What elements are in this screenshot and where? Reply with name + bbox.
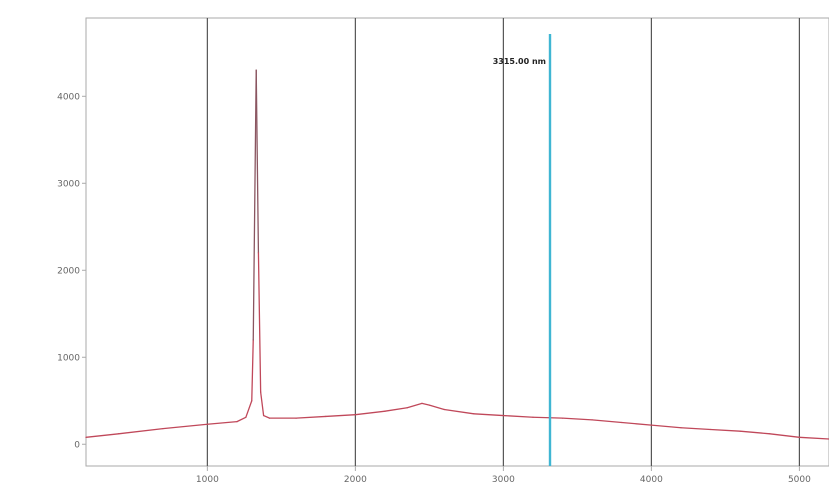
x-tick-label: 3000 — [492, 475, 515, 485]
series-segment — [739, 430, 771, 435]
series-segment — [162, 423, 209, 430]
y-tick-label: 1000 — [57, 353, 80, 363]
series-segment — [85, 433, 120, 438]
x-tick-label: 4000 — [640, 475, 663, 485]
series-segment — [257, 252, 262, 393]
series-segment — [798, 436, 829, 440]
series-segment — [769, 433, 801, 438]
x-tick-label: 2000 — [344, 475, 367, 485]
series-segment — [532, 416, 564, 419]
series-segment — [259, 391, 265, 417]
x-tick-label: 5000 — [788, 475, 811, 485]
series-segment — [443, 408, 475, 415]
marker-layer[interactable]: 3315.00 nm — [493, 34, 552, 466]
series-segment — [245, 400, 253, 418]
series-segment — [295, 415, 327, 419]
plot-frame — [85, 17, 829, 467]
series-segment — [252, 69, 257, 341]
y-tick-label: 0 — [74, 440, 80, 450]
series-segment — [325, 414, 357, 418]
series-segment — [206, 420, 238, 425]
cursor-marker-label: 3315.00 nm — [493, 57, 546, 66]
series-segment — [473, 413, 505, 417]
series-segment — [561, 417, 593, 421]
y-tick-label: 2000 — [57, 266, 80, 276]
series-segment — [428, 404, 445, 411]
series-segment — [502, 414, 534, 418]
y-tick-label: 3000 — [57, 179, 80, 189]
series-segment — [680, 427, 712, 431]
series-segment — [621, 421, 653, 426]
y-tick-label: 4000 — [57, 92, 80, 102]
series-segment — [421, 402, 431, 406]
series-segment — [262, 414, 271, 419]
series-segment — [354, 410, 386, 416]
series-segment — [406, 402, 423, 409]
series-segment — [384, 407, 408, 412]
series-segment — [117, 427, 164, 435]
series-segment — [709, 428, 741, 432]
series-segment — [236, 416, 247, 423]
series-segment — [251, 339, 254, 402]
series-layer — [85, 69, 829, 440]
series-segment — [650, 424, 682, 429]
x-tick-label: 1000 — [196, 475, 219, 485]
tick-layer: 1000 2000 3000 4000 5000 0 1000 2000 3000 4000 — [57, 92, 811, 485]
series-segment — [255, 69, 260, 254]
series-segment — [591, 419, 623, 424]
grid-layer — [206, 18, 800, 466]
